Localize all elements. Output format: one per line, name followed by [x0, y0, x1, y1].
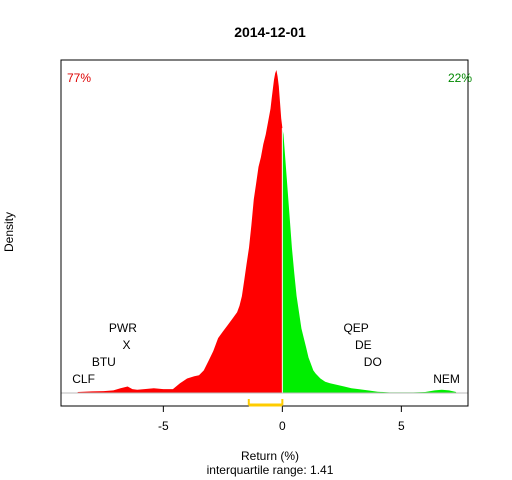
ticker-label: DO	[364, 355, 382, 369]
ticker-label: NEM	[433, 372, 460, 386]
ticker-label: X	[122, 338, 130, 352]
x-tick-label: -5	[158, 419, 169, 433]
positive-density-area	[282, 128, 457, 393]
ticker-label: DE	[355, 338, 372, 352]
ticker-label: CLF	[72, 372, 95, 386]
x-tick-label: 5	[398, 419, 405, 433]
x-tick-label: 0	[279, 419, 286, 433]
x-axis-label: Return (%)	[241, 449, 299, 463]
plot-area: -5 0 5 CLF BTU X PWR QEP DE DO NEM	[60, 59, 469, 433]
y-axis-label: Density	[2, 212, 16, 252]
ticker-label: BTU	[92, 355, 116, 369]
ticker-label: PWR	[109, 321, 137, 335]
pct-negative-label: 77%	[67, 71, 91, 85]
negative-density-area	[77, 70, 283, 393]
pct-positive-label: 22%	[448, 71, 472, 85]
chart-title: 2014-12-01	[234, 24, 306, 40]
ticker-label: QEP	[343, 321, 368, 335]
chart-subtitle: interquartile range: 1.41	[207, 463, 334, 477]
